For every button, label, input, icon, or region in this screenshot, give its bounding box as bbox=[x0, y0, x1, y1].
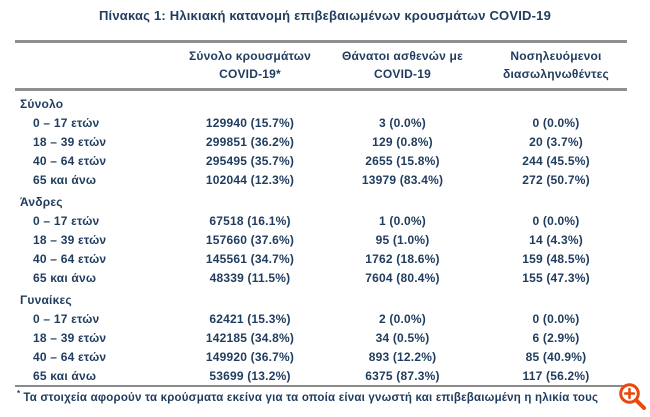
cases-cell: 48339 (11.5%) bbox=[209, 270, 291, 285]
cases-cell: 102044 (12.3%) bbox=[205, 172, 295, 187]
section-name-cell: Γυναίκες bbox=[20, 293, 72, 307]
table-title: Πίνακας 1: Ηλικιακή κατανομή επιβεβαιωμέ… bbox=[98, 8, 552, 23]
header-cases: Σύνολο κρουσμάτων COVID-19* bbox=[180, 41, 320, 91]
table-row: 0 – 17 ετών 67518 (16.1%) 1 (0.0%) 0 (0.0%) bbox=[15, 211, 627, 230]
header-deaths: Θάνατοι ασθενών με COVID-19 bbox=[320, 41, 485, 91]
age-group-cell: 40 – 64 ετών bbox=[33, 251, 107, 266]
table-row: 18 – 39 ετών 142185 (34.8%) 34 (0.5%) 6 (2.… bbox=[15, 328, 627, 347]
footnote-text: Τα στοιχεία αφορούν τα κρούσματα εκείνα … bbox=[23, 391, 599, 404]
intubated-cell: 6 (2.9%) bbox=[532, 330, 580, 345]
age-group-cell: 65 και άνω bbox=[33, 368, 97, 383]
table-row: 40 – 64 ετών 295495 (35.7%) 2655 (15.8%) 24… bbox=[15, 151, 627, 170]
intubated-cell: 272 (50.7%) bbox=[522, 172, 590, 187]
footnote: * Τα στοιχεία αφορούν τα κρούσματα εκείνα… bbox=[17, 389, 598, 404]
deaths-cell: 893 (12.2%) bbox=[368, 349, 437, 364]
section-row: Άνδρες bbox=[15, 189, 627, 211]
table-header: Σύνολο κρουσμάτων COVID-19* Θάνατοι ασθε… bbox=[15, 41, 627, 91]
header-cases-line1: Σύνολο κρουσμάτων bbox=[189, 49, 311, 63]
header-row: Σύνολο κρουσμάτων COVID-19* Θάνατοι ασθε… bbox=[15, 41, 627, 91]
table-row: 40 – 64 ετών 145561 (34.7%) 1762 (18.6%) 15… bbox=[15, 249, 627, 268]
age-group-cell: 40 – 64 ετών bbox=[33, 153, 107, 168]
cases-cell: 62421 (15.3%) bbox=[209, 311, 291, 326]
table-body: Σύνολο 0 – 17 ετών 129940 (15.7%) 3 (0.0%) 0… bbox=[15, 90, 627, 387]
cases-cell: 67518 (16.1%) bbox=[209, 213, 291, 228]
age-group-cell: 0 – 17 ετών bbox=[33, 311, 100, 326]
intubated-cell: 117 (56.2%) bbox=[522, 368, 590, 383]
table-row: 40 – 64 ετών 149920 (36.7%) 893 (12.2%) 85 … bbox=[15, 347, 627, 366]
intubated-cell: 14 (4.3%) bbox=[529, 232, 583, 247]
covid-age-distribution-table: Σύνολο κρουσμάτων COVID-19* Θάνατοι ασθε… bbox=[15, 40, 627, 387]
table-row: 0 – 17 ετών 62421 (15.3%) 2 (0.0%) 0 (0.0%) bbox=[15, 309, 627, 328]
section-row: Γυναίκες bbox=[15, 287, 627, 309]
section-name-cell: Άνδρες bbox=[20, 195, 63, 209]
cases-cell: 145561 (34.7%) bbox=[205, 251, 295, 266]
deaths-cell: 1 (0.0%) bbox=[379, 213, 426, 228]
table-row: 65 και άνω 102044 (12.3%) 13979 (83.4%) 272… bbox=[15, 170, 627, 189]
intubated-cell: 20 (3.7%) bbox=[529, 134, 583, 149]
section-row: Σύνολο bbox=[15, 90, 627, 114]
deaths-cell: 3 (0.0%) bbox=[379, 115, 426, 130]
deaths-cell: 1762 (18.6%) bbox=[365, 251, 440, 266]
age-group-cell: 0 – 17 ετών bbox=[33, 213, 100, 228]
age-group-cell: 18 – 39 ετών bbox=[33, 330, 107, 345]
intubated-cell: 155 (47.3%) bbox=[522, 270, 590, 285]
intubated-cell: 85 (40.9%) bbox=[525, 349, 587, 364]
deaths-cell: 129 (0.8%) bbox=[372, 134, 433, 149]
deaths-cell: 7604 (80.4%) bbox=[365, 270, 440, 285]
deaths-cell: 6375 (87.3%) bbox=[365, 368, 440, 383]
intubated-cell: 0 (0.0%) bbox=[532, 115, 580, 130]
table-row: 0 – 17 ετών 129940 (15.7%) 3 (0.0%) 0 (0.0%… bbox=[15, 113, 627, 132]
age-group-cell: 18 – 39 ετών bbox=[33, 232, 107, 247]
cases-cell: 295495 (35.7%) bbox=[205, 153, 295, 168]
intubated-cell: 0 (0.0%) bbox=[532, 213, 580, 228]
intubated-cell: 0 (0.0%) bbox=[532, 311, 580, 326]
deaths-cell: 2 (0.0%) bbox=[379, 311, 426, 326]
cases-cell: 299851 (36.2%) bbox=[205, 134, 295, 149]
cases-cell: 142185 (34.8%) bbox=[205, 330, 295, 345]
header-empty-cell bbox=[15, 41, 180, 91]
section-name-cell: Σύνολο bbox=[20, 97, 64, 111]
table-row: 18 – 39 ετών 157660 (37.6%) 95 (1.0%) 14 (4… bbox=[15, 230, 627, 249]
intubated-cell: 244 (45.5%) bbox=[522, 153, 590, 168]
header-deaths-line1: Θάνατοι ασθενών με bbox=[341, 49, 463, 63]
footnote-marker: * bbox=[17, 389, 21, 398]
header-intubated-line1: Νοσηλευόμενοι bbox=[510, 49, 602, 63]
age-group-cell: 40 – 64 ετών bbox=[33, 349, 107, 364]
deaths-cell: 95 (1.0%) bbox=[375, 232, 430, 247]
age-group-cell: 65 και άνω bbox=[33, 270, 97, 285]
deaths-cell: 2655 (15.8%) bbox=[365, 153, 440, 168]
cases-cell: 129940 (15.7%) bbox=[205, 115, 295, 130]
cases-cell: 157660 (37.6%) bbox=[205, 232, 295, 247]
deaths-cell: 34 (0.5%) bbox=[375, 330, 430, 345]
cases-cell: 149920 (36.7%) bbox=[205, 349, 295, 364]
table-row: 65 και άνω 48339 (11.5%) 7604 (80.4%) 155 (… bbox=[15, 268, 627, 287]
header-cases-line2: COVID-19* bbox=[219, 67, 281, 81]
magnifier-plus-icon[interactable] bbox=[617, 381, 648, 412]
deaths-cell: 13979 (83.4%) bbox=[361, 172, 444, 187]
table-row: 65 και άνω 53699 (13.2%) 6375 (87.3%) 117 (… bbox=[15, 366, 627, 386]
age-group-cell: 65 και άνω bbox=[33, 172, 97, 187]
table-row: 18 – 39 ετών 299851 (36.2%) 129 (0.8%) 20 (… bbox=[15, 132, 627, 151]
header-intubated-line2: διασωληνωθέντες bbox=[502, 67, 609, 81]
cases-cell: 53699 (13.2%) bbox=[209, 368, 291, 383]
age-group-cell: 0 – 17 ετών bbox=[33, 115, 100, 130]
header-deaths-line2: COVID-19 bbox=[374, 67, 431, 81]
header-intubated: Νοσηλευόμενοι διασωληνωθέντες bbox=[485, 41, 627, 91]
intubated-cell: 159 (48.5%) bbox=[522, 251, 590, 266]
age-group-cell: 18 – 39 ετών bbox=[33, 134, 107, 149]
